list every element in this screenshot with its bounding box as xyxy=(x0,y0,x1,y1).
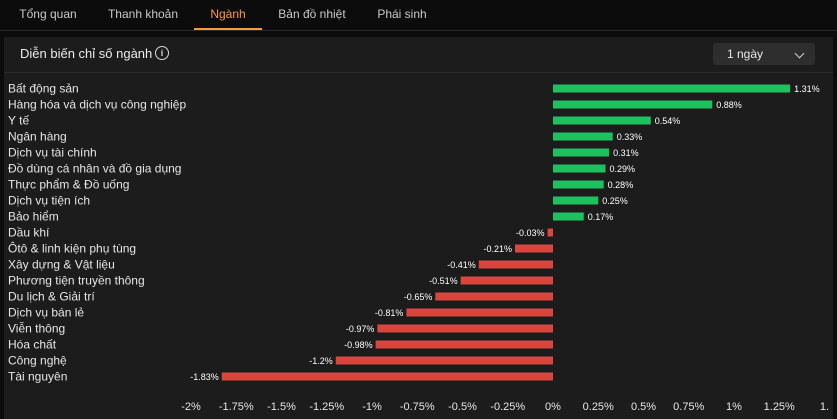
bar[interactable] xyxy=(375,340,553,349)
bar-value-label: -0.03% xyxy=(516,228,545,238)
bar[interactable] xyxy=(377,324,553,333)
category-label: Hóa chất xyxy=(8,338,57,352)
bar[interactable] xyxy=(435,292,553,301)
x-tick-label: -1.5% xyxy=(267,401,296,413)
category-label: Dầu khí xyxy=(8,226,50,240)
category-label: Tài nguyên xyxy=(8,370,67,384)
bar[interactable] xyxy=(547,228,553,237)
category-label: Phương tiện truyền thông xyxy=(8,274,145,288)
bar-value-label: 0.88% xyxy=(716,100,742,110)
x-tick-label: -0.25% xyxy=(490,401,525,413)
bar-value-label: -0.65% xyxy=(404,292,433,302)
bar-value-label: 0.54% xyxy=(655,116,681,126)
bar-value-label: -0.41% xyxy=(447,260,476,270)
bar[interactable] xyxy=(553,164,606,173)
bar-value-label: -0.97% xyxy=(346,324,375,334)
bar-value-label: 0.25% xyxy=(602,196,628,206)
x-tick-label: 0.5% xyxy=(631,401,656,413)
category-label: Thực phẩm & Đồ uống xyxy=(8,178,129,192)
bar-value-label: 0.17% xyxy=(588,212,614,222)
tab-overview[interactable]: Tổng quan xyxy=(19,7,77,21)
x-tick-label: -1.75% xyxy=(219,401,254,413)
category-label: Ngân hàng xyxy=(8,130,67,144)
category-label: Ôtô & linh kiện phụ tùng xyxy=(8,241,136,256)
tab-bar: Tổng quan Thanh khoản Ngành Bản đồ nhiệt… xyxy=(0,0,837,31)
info-icon[interactable]: i xyxy=(155,46,169,60)
bar-value-label: 0.28% xyxy=(608,180,634,190)
category-label: Công nghệ xyxy=(8,354,67,368)
x-tick-label: 0.25% xyxy=(583,401,614,413)
category-label: Du lịch & Giải trí xyxy=(8,290,95,304)
x-tick-label: -1.25% xyxy=(309,401,344,413)
header-divider xyxy=(4,72,833,73)
category-label: Y tế xyxy=(8,114,29,128)
category-label: Dịch vụ tiện ích xyxy=(8,194,90,208)
tab-derivatives[interactable]: Phái sinh xyxy=(377,7,427,21)
bar[interactable] xyxy=(335,356,553,365)
x-tick-label: 0% xyxy=(545,401,561,413)
panel-header: Diễn biến chỉ số ngành i 1 ngày xyxy=(4,37,833,71)
x-tick-label: -1% xyxy=(362,401,382,413)
bar[interactable] xyxy=(553,132,613,141)
category-label: Dịch vụ tài chính xyxy=(8,146,97,160)
bar[interactable] xyxy=(553,196,599,205)
bar[interactable] xyxy=(406,308,553,317)
panel-title: Diễn biến chỉ số ngành xyxy=(20,46,153,61)
x-tick-label: 1.25% xyxy=(764,401,795,413)
category-label: Bảo hiểm xyxy=(8,210,59,224)
bar-value-label: -0.51% xyxy=(429,276,458,286)
bar[interactable] xyxy=(553,180,604,189)
bar-value-label: -0.21% xyxy=(483,244,512,254)
category-label: Viễn thông xyxy=(8,321,65,336)
bar[interactable] xyxy=(514,244,553,253)
bar-value-label: 0.29% xyxy=(609,164,635,174)
category-label: Bất động sản xyxy=(8,82,79,96)
bar[interactable] xyxy=(553,148,610,157)
bar[interactable] xyxy=(553,212,584,221)
bar[interactable] xyxy=(553,116,651,125)
tab-heatmap[interactable]: Bản đồ nhiệt xyxy=(278,7,346,21)
tab-liquidity[interactable]: Thanh khoản xyxy=(107,7,179,21)
bar[interactable] xyxy=(460,276,553,285)
bar-value-label: 1.31% xyxy=(794,84,820,94)
x-tick-label: -0.5% xyxy=(448,401,477,413)
bar-value-label: -1.2% xyxy=(309,356,333,366)
period-select[interactable]: 1 ngày xyxy=(713,43,815,65)
bar[interactable] xyxy=(553,100,713,109)
tab-sector[interactable]: Ngành xyxy=(194,0,262,30)
x-tick-label: -0.75% xyxy=(400,401,435,413)
category-label: Hàng hóa và dịch vụ công nghiệp xyxy=(8,98,186,112)
category-label: Đồ dùng cá nhân và đồ gia dụng xyxy=(8,162,181,176)
period-select-value: 1 ngày xyxy=(727,47,764,61)
x-tick-label: 1. xyxy=(820,401,829,413)
x-tick-label: 0.75% xyxy=(673,401,704,413)
bar-value-label: -0.81% xyxy=(375,308,404,318)
x-tick-label: -2% xyxy=(181,401,201,413)
bar-value-label: 0.31% xyxy=(613,148,639,158)
bar-value-label: -0.98% xyxy=(344,340,373,350)
category-label: Xây dựng & Vật liệu xyxy=(8,258,115,272)
bar[interactable] xyxy=(221,372,553,381)
category-label: Dịch vụ bán lẻ xyxy=(8,306,84,320)
bar-value-label: -1.83% xyxy=(190,372,219,382)
bar[interactable] xyxy=(553,84,791,93)
x-tick-label: 1% xyxy=(726,401,742,413)
bar-value-label: 0.33% xyxy=(617,132,643,142)
bar[interactable] xyxy=(478,260,553,269)
